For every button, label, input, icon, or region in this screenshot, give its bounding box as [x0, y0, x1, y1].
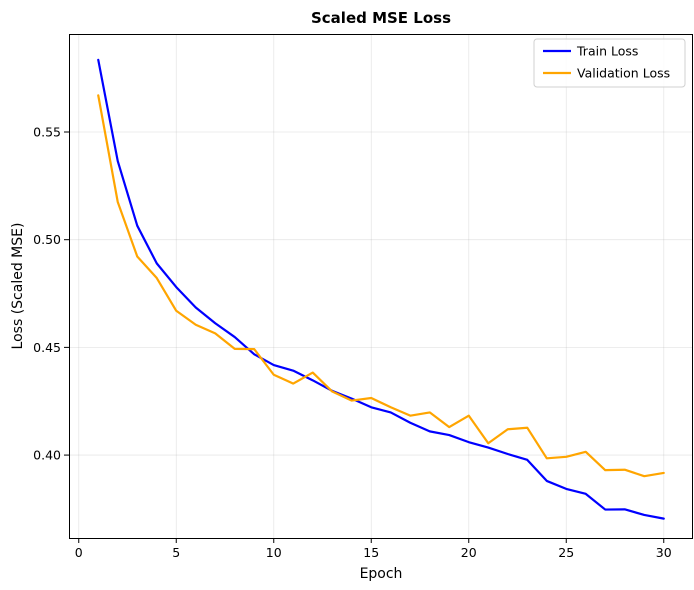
x-tick-label: 30 — [656, 545, 672, 560]
x-tick-label: 25 — [558, 545, 574, 560]
y-axis-ticks: 0.40 0.45 0.50 0.55 — [33, 125, 69, 463]
x-tick-label: 10 — [266, 545, 282, 560]
x-tick-label: 5 — [172, 545, 180, 560]
y-tick-label: 0.50 — [33, 232, 61, 247]
y-tick-label: 0.40 — [33, 448, 61, 463]
legend: Train Loss Validation Loss — [533, 38, 686, 88]
legend-label: Train Loss — [576, 44, 638, 59]
y-tick-label: 0.55 — [33, 125, 61, 140]
grid — [69, 34, 693, 538]
legend-label: Validation Loss — [577, 66, 670, 81]
series-layer — [97, 58, 665, 520]
y-axis-label: Loss (Scaled MSE) — [10, 223, 26, 350]
x-tick-label: 15 — [363, 545, 379, 560]
series-line-2 — [97, 94, 665, 478]
x-axis-ticks: 0 5 10 15 20 25 30 — [75, 538, 672, 560]
y-tick-label: 0.45 — [33, 340, 61, 355]
legend-box — [533, 38, 686, 88]
plot-frame — [69, 34, 693, 539]
x-tick-label: 0 — [75, 545, 83, 560]
series-line-1 — [97, 58, 665, 520]
chart-title: Scaled MSE Loss — [311, 9, 451, 27]
x-tick-label: 20 — [461, 545, 477, 560]
x-axis-label: Epoch — [360, 566, 403, 582]
